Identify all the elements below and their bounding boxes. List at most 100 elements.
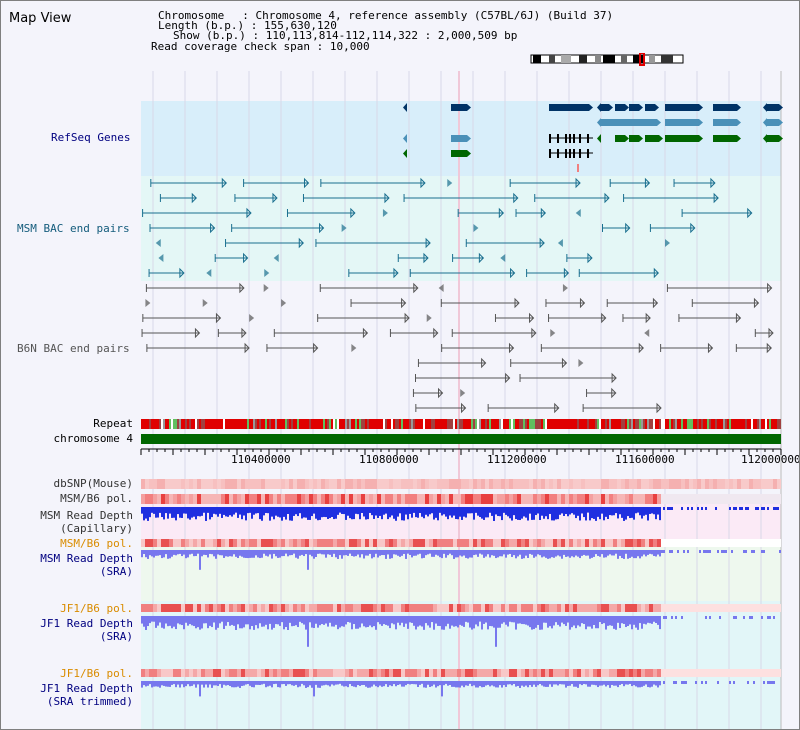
repeat-cell <box>755 419 757 429</box>
depth-bar <box>725 550 727 553</box>
depth-bar <box>497 681 499 688</box>
repeat-cell <box>585 419 587 429</box>
heat-cell <box>597 539 601 547</box>
depth-bar <box>627 550 629 559</box>
repeat-cell <box>631 419 633 429</box>
depth-bar <box>479 681 481 687</box>
repeat-cell <box>359 419 361 429</box>
depth-bar <box>405 616 407 624</box>
depth-bar <box>229 616 231 626</box>
repeat-cell <box>595 419 597 429</box>
repeat-cell <box>551 419 553 429</box>
depth-bar <box>261 507 263 521</box>
heat-cell <box>541 539 545 547</box>
depth-bar <box>381 616 383 626</box>
depth-bar <box>739 507 741 510</box>
depth-bar <box>577 550 579 557</box>
depth-bar <box>297 507 299 517</box>
depth-bar <box>383 616 385 625</box>
heat-cell <box>761 479 765 489</box>
heat-cell <box>673 604 677 612</box>
depth-bar <box>205 507 207 521</box>
heat-cell <box>405 494 409 504</box>
repeat-cell <box>647 419 649 429</box>
depth-bar <box>477 507 479 516</box>
heat-cell <box>393 604 397 612</box>
repeat-cell <box>657 419 659 429</box>
heat-cell <box>701 604 705 612</box>
repeat-cell <box>617 419 619 429</box>
heat-cell <box>389 669 393 677</box>
repeat-cell <box>293 419 295 429</box>
heat-cell <box>409 669 413 677</box>
heat-cell <box>733 539 737 547</box>
msm-bac-pair-arrow <box>575 177 581 189</box>
repeat-cell <box>497 419 499 429</box>
heat-cell <box>437 494 441 504</box>
repeat-cell <box>603 419 605 429</box>
heat-cell <box>297 669 301 677</box>
depth-bar <box>381 681 383 687</box>
heat-cell <box>441 494 445 504</box>
depth-bar <box>701 681 703 684</box>
msm-bac-pair-arrow <box>221 177 227 189</box>
depth-bar <box>239 681 241 688</box>
repeat-cell <box>487 419 489 429</box>
b6n-bac-end <box>202 299 208 307</box>
chromosome-label: Chromosome <box>158 9 225 22</box>
depth-bar <box>675 616 677 619</box>
heat-cell <box>709 604 713 612</box>
depth-bar <box>443 616 445 630</box>
heat-cell <box>245 494 249 504</box>
repeat-cell <box>763 419 765 429</box>
depth-bar <box>655 550 657 557</box>
repeat-cell <box>593 419 595 429</box>
heat-cell <box>545 539 549 547</box>
repeat-cell <box>549 419 551 429</box>
heat-cell <box>417 479 421 489</box>
depth-bar <box>219 616 221 624</box>
depth-bar <box>243 507 245 516</box>
heat-cell <box>493 669 497 677</box>
depth-bar <box>535 550 537 557</box>
heat-cell <box>729 479 733 489</box>
repeat-cell <box>721 419 723 429</box>
depth-bar <box>409 616 411 623</box>
heat-cell <box>369 669 373 677</box>
repeat-cell <box>451 419 453 429</box>
depth-bar <box>169 507 171 514</box>
heat-cell <box>645 479 649 489</box>
depth-bar <box>379 550 381 556</box>
depth-bar <box>319 681 321 688</box>
heat-cell <box>453 479 457 489</box>
depth-bar <box>671 550 673 553</box>
repeat-cell <box>251 419 253 429</box>
depth-bar <box>185 550 187 559</box>
heat-cell <box>461 669 465 677</box>
depth-bar <box>205 681 207 685</box>
depth-bar <box>481 616 483 630</box>
chromosome-ideogram[interactable] <box>529 53 689 67</box>
heat-cell <box>349 494 353 504</box>
depth-bar <box>587 616 589 627</box>
depth-bar <box>209 681 211 685</box>
depth-bar <box>407 616 409 629</box>
depth-bar <box>249 507 251 513</box>
heat-cell <box>533 604 537 612</box>
heat-cell <box>429 479 433 489</box>
depth-bar <box>585 681 587 685</box>
repeat-cell <box>209 419 211 429</box>
gene-block <box>629 135 639 142</box>
depth-bar <box>593 681 595 685</box>
depth-bar <box>165 681 167 687</box>
heat-cell <box>717 604 721 612</box>
heat-cell <box>321 539 325 547</box>
heat-cell <box>193 479 197 489</box>
heat-cell <box>737 494 741 504</box>
heat-cell <box>249 539 253 547</box>
heat-cell <box>221 604 225 612</box>
depth-bar <box>149 550 151 556</box>
track-label-msm-bac: MSM BAC end pairs <box>17 222 130 235</box>
depth-bar <box>411 681 413 685</box>
